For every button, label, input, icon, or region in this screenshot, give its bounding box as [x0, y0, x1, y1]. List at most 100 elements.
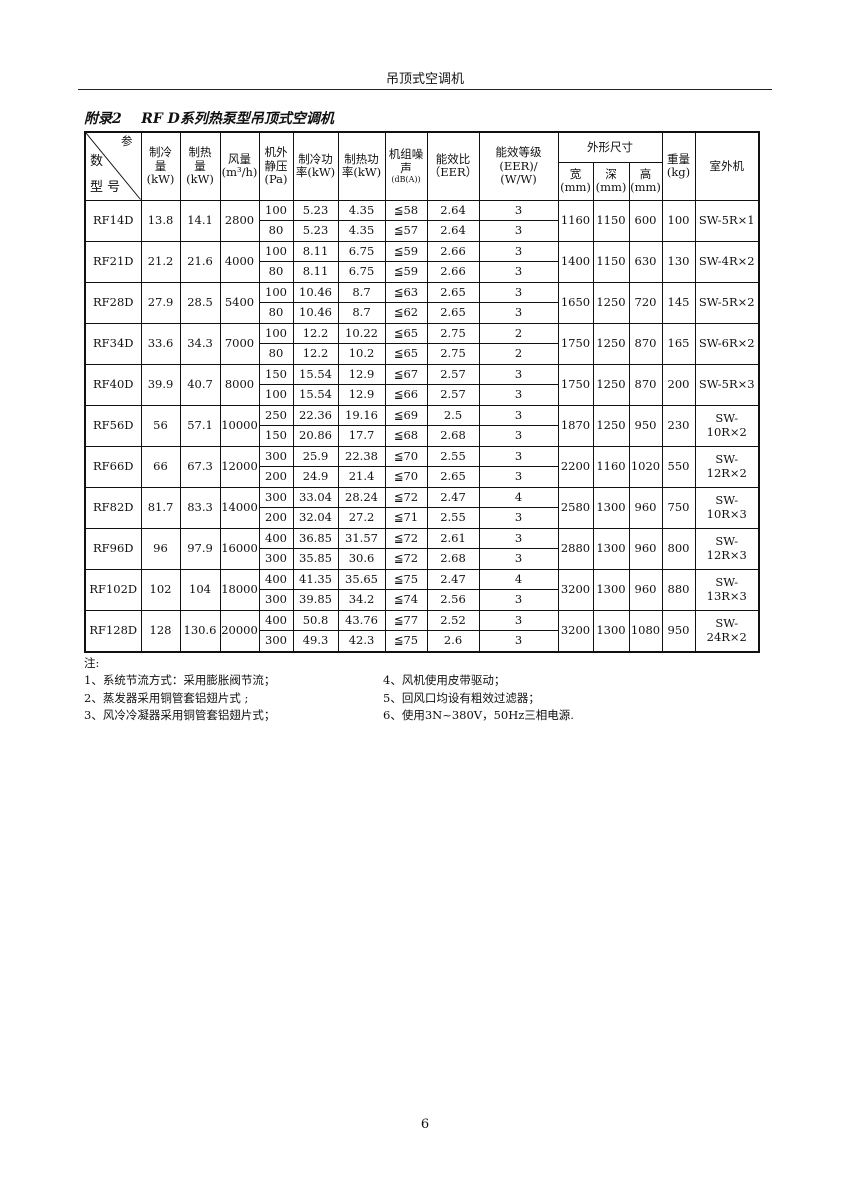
cell-noise: ≦65	[384, 343, 428, 365]
cell-pressure: 400	[258, 609, 294, 631]
notes-left: 1、系统节流方式：采用膨胀阀节流； 2、蒸发器采用铜管套铝翅片式 ; 3、风冷冷…	[84, 672, 275, 725]
cell-noise: ≦69	[384, 404, 428, 426]
cell-eer: 2.65	[426, 281, 480, 303]
table-row: RF96D 96 97.9 16000 400 36.85 31.57 ≦72 2.61 3 2…	[84, 527, 760, 570]
table-row: RF14D 13.8 14.1 2800 100 5.23 4.35 ≦58 2.64 3 11…	[84, 199, 760, 242]
header-line: 量	[194, 158, 206, 173]
cell-depth: 1250	[592, 322, 630, 365]
cell-cool-power: 25.9	[292, 445, 339, 467]
cell-eer: 2.5	[426, 404, 480, 426]
cell-noise: ≦63	[384, 281, 428, 303]
cell-cool-power: 10.46	[292, 281, 339, 303]
cell-grade: 3	[478, 425, 559, 447]
header-airflow: 风量 (m³/h)	[219, 131, 260, 201]
header-rule	[78, 89, 772, 90]
cell-cool-power: 36.85	[292, 527, 339, 549]
cell-heat-power: 30.6	[337, 548, 386, 570]
cell-width: 3200	[557, 568, 594, 611]
table-row: 100 15.54 12.9 ≦66 2.57 3	[85, 384, 759, 406]
cell-airflow: 20000	[219, 609, 260, 652]
cell-cooling: 128	[140, 609, 181, 652]
cell-grade: 4	[478, 568, 559, 590]
page-number: 6	[420, 1117, 430, 1132]
cell-cool-power: 35.85	[292, 548, 339, 570]
cell-weight: 130	[661, 240, 696, 283]
cell-width: 2880	[557, 527, 594, 570]
header-line: 量	[154, 158, 167, 173]
cell-heat-power: 4.35	[337, 199, 386, 221]
header-line: (kW)	[186, 171, 214, 186]
cell-eer: 2.52	[426, 609, 480, 631]
header-line: (EER)/ (W/W)	[499, 158, 538, 186]
note-item: 1、系统节流方式：采用膨胀阀节流；	[84, 673, 276, 687]
note-item: 2、蒸发器采用铜管套铝翅片式 ;	[84, 690, 249, 705]
cell-cool-power: 49.3	[292, 630, 339, 652]
cell-airflow: 18000	[219, 568, 260, 611]
cell-pressure: 400	[258, 527, 294, 549]
table-row: RF40D 39.9 40.7 8000 150 15.54 12.9 ≦67 2.57 3 1…	[84, 363, 760, 406]
cell-width: 3200	[557, 609, 594, 652]
cell-depth: 1160	[592, 445, 630, 488]
table-row: 150 20.86 17.7 ≦68 2.68 3	[85, 425, 759, 447]
cell-noise: ≦75	[384, 568, 428, 590]
cell-width: 1750	[557, 363, 594, 406]
header-line: 静压	[264, 158, 288, 173]
cell-depth: 1250	[592, 404, 630, 447]
cell-model: RF56D	[84, 404, 142, 447]
cell-pressure: 250	[258, 404, 294, 426]
cell-model: RF21D	[84, 240, 142, 283]
cell-grade: 2	[478, 322, 559, 344]
cell-pressure: 200	[258, 466, 294, 488]
cell-eer: 2.75	[426, 343, 480, 365]
cell-width: 1870	[557, 404, 594, 447]
cell-outdoor: SW-5R×1	[694, 199, 760, 242]
header-line: (dB(A))	[391, 174, 421, 184]
cell-eer: 2.57	[426, 363, 480, 385]
cell-noise: ≦77	[384, 609, 428, 631]
cell-depth: 1250	[592, 281, 630, 324]
cell-grade: 4	[478, 486, 559, 508]
cell-cool-power: 22.36	[292, 404, 339, 426]
cell-height: 960	[628, 527, 663, 570]
cell-cooling: 102	[140, 568, 181, 611]
corner-header: 参 数 型 号	[84, 131, 142, 201]
cell-cool-power: 20.86	[292, 425, 339, 447]
cell-outdoor: SW-10R×2	[694, 404, 760, 447]
table-row: RF102D 102 104 18000 400 41.35 35.65 ≦75 2.47 4 …	[84, 568, 760, 611]
cell-grade: 3	[478, 404, 559, 426]
cell-cooling: 39.9	[140, 363, 181, 406]
cell-heat-power: 22.38	[337, 445, 386, 467]
cell-outdoor: SW-4R×2	[694, 240, 760, 283]
cell-heating: 40.7	[179, 363, 221, 406]
cell-noise: ≦65	[384, 322, 428, 344]
header-weight: 重量 (kg)	[661, 131, 696, 201]
cell-noise: ≦67	[384, 363, 428, 385]
cell-model: RF82D	[84, 486, 142, 529]
cell-outdoor: SW-5R×2	[694, 281, 760, 324]
cell-heat-power: 17.7	[337, 425, 386, 447]
cell-cooling: 33.6	[140, 322, 181, 365]
cell-grade: 3	[478, 507, 559, 529]
cell-noise: ≦68	[384, 425, 428, 447]
cell-height: 630	[628, 240, 663, 283]
cell-noise: ≦70	[384, 445, 428, 467]
table-row: RF66D 66 67.3 12000 300 25.9 22.38 ≦70 2.55 3 22…	[84, 445, 760, 488]
cell-noise: ≦66	[384, 384, 428, 406]
header-eer: 能效比 （EER）	[426, 131, 480, 201]
cell-height: 600	[628, 199, 663, 242]
header-heating: 制热量 (kW)	[179, 131, 221, 201]
cell-pressure: 100	[258, 281, 294, 303]
cell-height: 960	[628, 568, 663, 611]
cell-airflow: 8000	[219, 363, 260, 406]
table-row: RF21D 21.2 21.6 4000 100 8.11 6.75 ≦59 2.66 3 14…	[84, 240, 760, 283]
cell-heat-power: 12.9	[337, 363, 386, 385]
cell-cooling: 13.8	[140, 199, 181, 242]
cell-height: 870	[628, 363, 663, 406]
cell-eer: 2.65	[426, 302, 480, 324]
cell-pressure: 300	[258, 486, 294, 508]
cell-cool-power: 15.54	[292, 384, 339, 406]
note-item: 4、风机使用皮带驱动；	[383, 673, 506, 687]
cell-heat-power: 19.16	[337, 404, 386, 426]
header-line: 高	[639, 166, 652, 181]
cell-outdoor: SW-10R×3	[694, 486, 760, 529]
